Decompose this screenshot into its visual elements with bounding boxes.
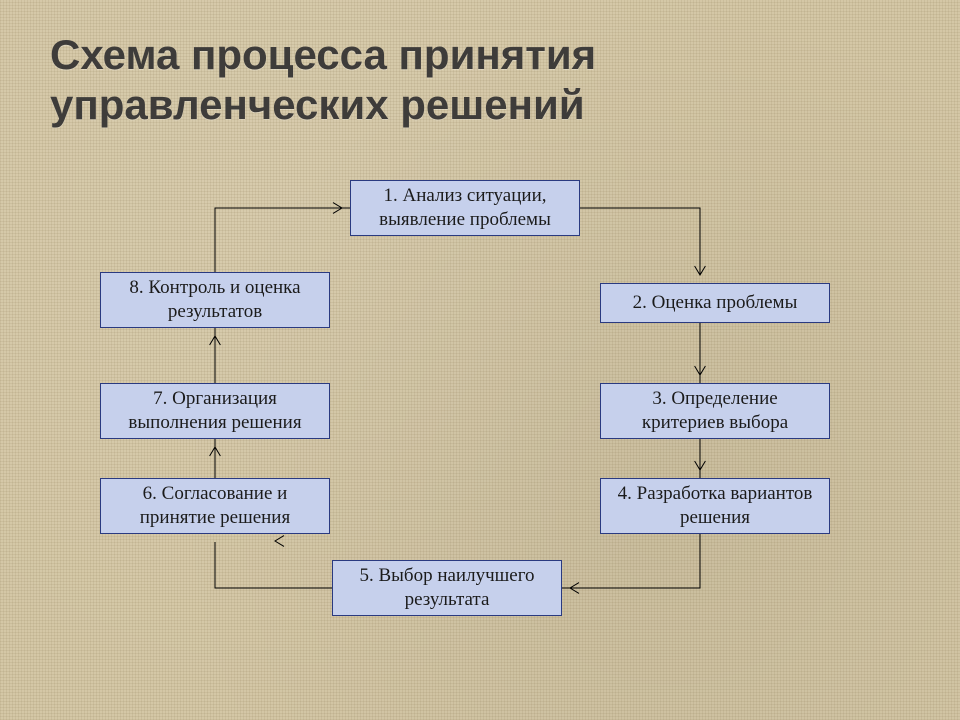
slide-title: Схема процесса принятия управленческих р… (50, 30, 900, 131)
flow-node-4: 4. Разработка вариантов решения (600, 478, 830, 534)
slide: Схема процесса принятия управленческих р… (0, 0, 960, 720)
flow-node-6: 6. Согласование и принятие решения (100, 478, 330, 534)
flow-node-7: 7. Организация выполнения решения (100, 383, 330, 439)
flow-node-2: 2. Оценка проблемы (600, 283, 830, 323)
flow-node-8: 8. Контроль и оценка результатов (100, 272, 330, 328)
flow-node-5: 5. Выбор наилучшего результата (332, 560, 562, 616)
flow-node-1: 1. Анализ ситуации, выявление проблемы (350, 180, 580, 236)
flow-node-3: 3. Определение критериев выбора (600, 383, 830, 439)
